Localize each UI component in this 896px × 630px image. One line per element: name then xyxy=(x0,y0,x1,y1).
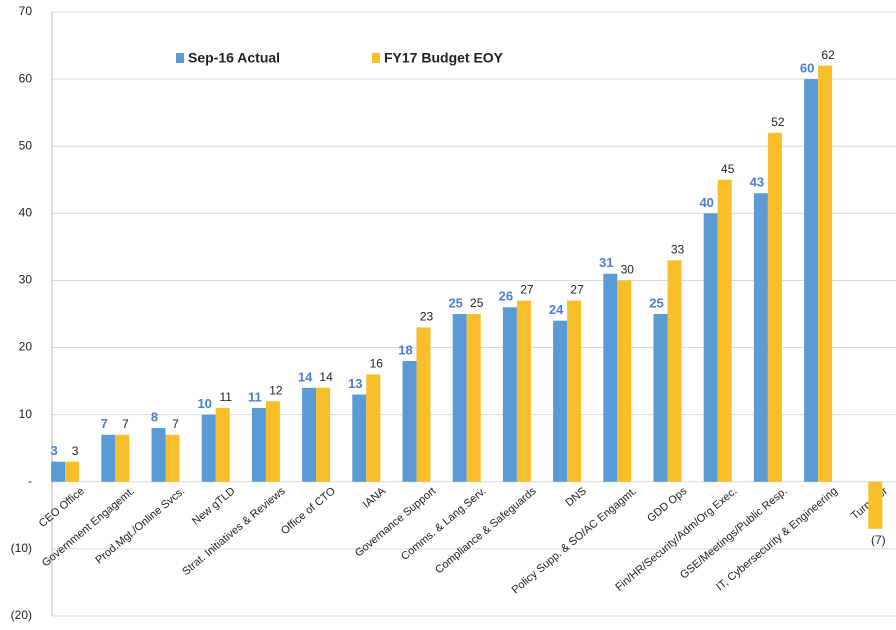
bar xyxy=(703,213,718,482)
y-tick-label: 50 xyxy=(19,138,33,152)
y-tick-label: 60 xyxy=(19,71,33,85)
data-label: 43 xyxy=(750,175,764,190)
bar xyxy=(767,132,782,482)
data-label: 13 xyxy=(348,376,362,391)
x-tick-label: IANA xyxy=(361,485,389,511)
bar xyxy=(316,387,331,482)
data-label: 25 xyxy=(649,295,663,310)
bar xyxy=(101,434,116,482)
bar xyxy=(251,407,266,482)
x-tick-label: DNS xyxy=(563,485,589,509)
bar xyxy=(466,314,481,482)
bar xyxy=(402,360,417,482)
data-label: 16 xyxy=(370,357,384,371)
y-tick-label: 10 xyxy=(19,407,33,421)
data-label: 27 xyxy=(570,283,584,297)
data-label: (7) xyxy=(871,533,886,547)
data-label: 62 xyxy=(821,48,835,62)
y-tick-label: (20) xyxy=(11,608,32,622)
data-label: 40 xyxy=(699,195,713,210)
x-tick-label: New gTLD xyxy=(190,485,238,528)
data-label: 12 xyxy=(269,383,283,397)
bar xyxy=(366,374,381,482)
data-label: 30 xyxy=(621,263,635,277)
data-label: 14 xyxy=(319,370,333,384)
legend-swatch xyxy=(372,53,380,63)
data-label: 7 xyxy=(172,417,179,431)
bar xyxy=(51,461,66,482)
data-label: 33 xyxy=(671,242,685,256)
y-tick-label: - xyxy=(28,474,32,488)
data-label: 25 xyxy=(448,295,462,310)
legend-label: FY17 Budget EOY xyxy=(384,50,504,66)
bar xyxy=(667,260,682,482)
bar xyxy=(603,273,618,482)
x-tick-label: Government Engagemt. xyxy=(40,485,137,569)
bar xyxy=(717,179,732,482)
bar xyxy=(352,394,367,482)
y-tick-label: (10) xyxy=(11,541,32,555)
bar xyxy=(653,314,668,482)
bar xyxy=(265,401,280,482)
data-label: 10 xyxy=(197,396,211,411)
bar xyxy=(753,193,768,482)
data-label: 3 xyxy=(72,444,79,458)
y-tick-label: 40 xyxy=(19,206,33,220)
bar xyxy=(553,320,568,482)
data-label: 11 xyxy=(248,389,262,404)
x-tick-label: CEO Office xyxy=(37,485,87,530)
data-label: 11 xyxy=(219,390,232,404)
x-tick-label: Prod.Mgt./Online Svcs. xyxy=(93,485,187,567)
bar xyxy=(165,434,180,482)
bar xyxy=(818,65,833,482)
legend-swatch xyxy=(176,53,184,63)
legend-label: Sep-16 Actual xyxy=(188,50,280,66)
bar xyxy=(215,407,230,482)
data-label: 7 xyxy=(101,416,108,431)
bar xyxy=(617,280,632,482)
bar xyxy=(452,314,467,482)
bar xyxy=(804,79,819,482)
y-tick-label: 30 xyxy=(19,273,33,287)
bar xyxy=(65,461,80,482)
x-tick-label: Compliance & Safeguards xyxy=(433,485,539,577)
y-tick-label: 70 xyxy=(19,4,33,18)
bar xyxy=(115,434,130,482)
bar xyxy=(868,481,883,529)
data-label: 45 xyxy=(721,162,735,176)
bar xyxy=(567,300,582,482)
data-label: 8 xyxy=(151,410,158,425)
data-label: 25 xyxy=(470,296,484,310)
data-label: 3 xyxy=(50,443,57,458)
data-label: 18 xyxy=(398,342,412,357)
x-tick-label: Comms. & Lang.Serv. xyxy=(399,485,489,563)
bar xyxy=(151,428,166,482)
data-label: 60 xyxy=(800,61,814,76)
data-label: 27 xyxy=(520,283,534,297)
bar xyxy=(302,387,317,482)
data-label: 23 xyxy=(420,310,434,324)
x-tick-label: Strat. Initiatives & Reviews xyxy=(180,485,288,578)
data-label: 52 xyxy=(771,115,785,129)
data-label: 31 xyxy=(599,255,613,270)
x-tick-label: Office of CTO xyxy=(279,485,338,537)
bar xyxy=(502,307,517,482)
bar xyxy=(201,414,216,482)
data-label: 26 xyxy=(499,289,513,304)
x-tick-label: GDD Ops xyxy=(645,485,690,525)
data-label: 24 xyxy=(549,302,564,317)
data-label: 7 xyxy=(122,417,129,431)
bar xyxy=(416,327,431,482)
data-label: 14 xyxy=(298,369,313,384)
y-tick-label: 20 xyxy=(19,340,33,354)
bar xyxy=(516,300,531,482)
